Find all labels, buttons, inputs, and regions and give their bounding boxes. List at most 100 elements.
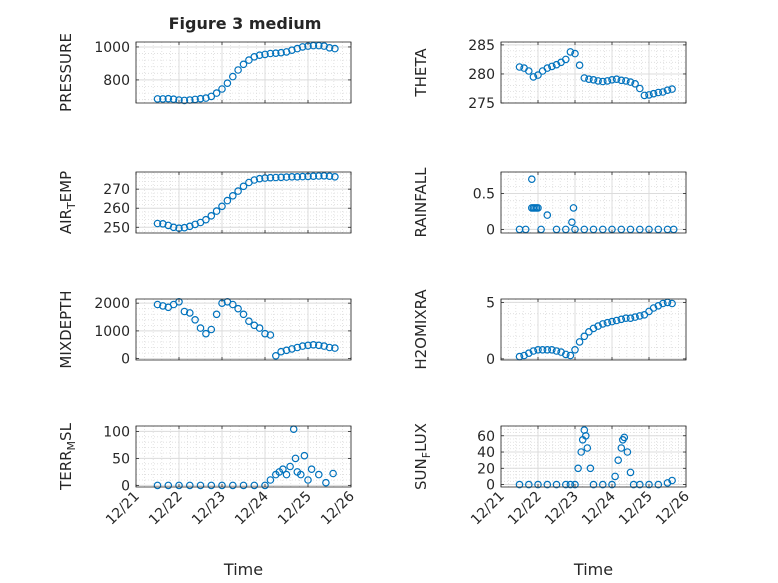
data-point <box>282 470 291 479</box>
data-point <box>300 451 309 460</box>
data-point <box>569 204 578 212</box>
data-point <box>566 351 575 360</box>
data-point <box>631 80 639 88</box>
y-tick-label: 60 <box>477 429 495 445</box>
x-tick-label: 12/21 <box>468 489 508 529</box>
data-point <box>521 225 530 234</box>
data-series <box>515 426 676 489</box>
data-point <box>245 317 253 326</box>
y-tick-label: 1000 <box>94 40 130 56</box>
data-point <box>234 187 242 195</box>
data-point <box>586 464 595 473</box>
data-point <box>534 480 542 489</box>
x-tick-label: 12/26 <box>653 488 693 528</box>
data-point <box>611 472 619 481</box>
data-point <box>191 315 199 324</box>
data-point <box>250 481 259 490</box>
data-point <box>255 51 264 60</box>
data-point <box>552 480 561 489</box>
x-tick-label: 12/22 <box>146 489 186 529</box>
data-series <box>153 425 337 490</box>
data-point <box>548 345 556 354</box>
data-point <box>620 433 629 442</box>
data-point <box>603 318 612 327</box>
data-point <box>594 77 602 85</box>
data-point <box>566 480 575 489</box>
x-tick-label: 12/22 <box>505 489 545 529</box>
data-point <box>322 478 330 487</box>
data-point <box>659 299 667 308</box>
data-point <box>561 55 570 64</box>
y-tick-label: 0.5 <box>473 187 495 203</box>
data-point <box>571 480 579 489</box>
data-point <box>196 94 205 103</box>
data-point <box>608 317 616 326</box>
data-point <box>589 324 598 333</box>
data-point <box>291 454 300 463</box>
y-axis-label: SUNFLUX <box>412 423 433 490</box>
data-point <box>580 74 589 82</box>
data-point <box>153 481 162 490</box>
data-point <box>561 350 570 359</box>
data-point <box>524 67 533 75</box>
data-point <box>552 225 561 234</box>
data-point <box>622 77 630 85</box>
data-point <box>663 86 672 95</box>
y-tick-label: 0 <box>121 478 130 494</box>
data-point <box>589 76 598 84</box>
data-point <box>543 345 552 354</box>
data-point <box>669 225 678 234</box>
data-point <box>277 48 285 57</box>
data-point <box>617 444 626 452</box>
data-point <box>229 192 237 200</box>
data-point <box>266 173 275 182</box>
data-point <box>617 225 626 234</box>
data-point <box>527 175 536 184</box>
data-point <box>561 225 570 234</box>
data-point <box>255 174 264 183</box>
data-point <box>538 345 547 354</box>
data-point <box>668 476 676 485</box>
data-point <box>159 302 167 310</box>
data-point <box>169 95 178 104</box>
data-point <box>580 225 589 234</box>
data-point <box>529 73 538 81</box>
data-point <box>207 212 216 220</box>
data-point <box>277 173 285 182</box>
data-point <box>635 312 644 320</box>
data-point <box>314 172 323 180</box>
data-point <box>207 481 216 490</box>
data-point <box>612 316 621 325</box>
data-point <box>293 44 302 53</box>
data-point <box>608 480 616 489</box>
data-point <box>654 225 663 234</box>
data-point <box>180 307 189 316</box>
data-point <box>223 196 232 205</box>
data-point <box>575 338 584 346</box>
data-point <box>548 62 556 71</box>
subplot-mixdepth: 0 1000 2000 MIXDEPTH <box>57 290 352 369</box>
y-axis-label: RAINFALL <box>412 167 430 238</box>
data-point <box>598 480 607 489</box>
data-point <box>196 481 205 490</box>
y-axis-label: H2OMIXRA <box>412 289 430 370</box>
data-point <box>293 173 302 181</box>
plot-area <box>136 42 351 103</box>
data-point <box>534 345 542 354</box>
data-series <box>153 41 339 105</box>
data-point <box>598 225 607 234</box>
data-point <box>574 464 582 473</box>
data-point <box>617 315 626 324</box>
x-tick-label: 12/23 <box>189 489 229 529</box>
data-point <box>307 465 316 474</box>
data-point <box>282 173 291 181</box>
data-point <box>298 43 307 51</box>
data-point <box>654 480 663 489</box>
data-point <box>659 88 667 96</box>
data-point <box>325 343 334 352</box>
data-point <box>180 96 189 105</box>
y-axis-label: MIXDEPTH <box>57 290 75 368</box>
y-tick-label: 0 <box>486 222 495 238</box>
data-point <box>331 173 339 181</box>
data-point <box>571 345 579 354</box>
